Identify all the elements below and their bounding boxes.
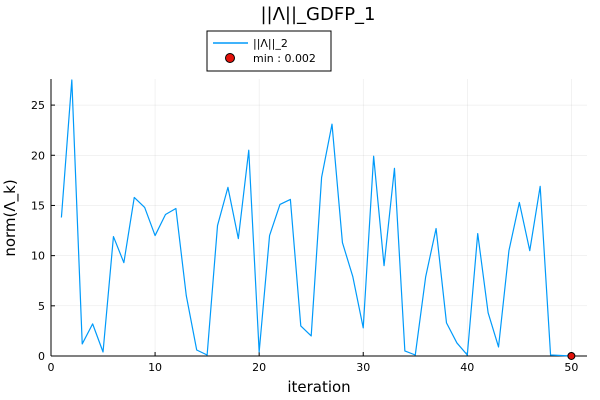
x-tick-label: 20 [252,361,266,374]
y-tick-label: 10 [31,250,45,263]
axes [50,79,587,357]
min-marker [567,351,576,360]
series-line [60,79,572,357]
y-tick-label: 5 [38,300,45,313]
y-tick-label: 20 [31,149,45,162]
legend-series-label: ||Λ||_2 [253,37,288,50]
y-tick-label: 0 [38,350,45,363]
y-tick-label: 15 [31,199,45,212]
x-tick-label: 40 [460,361,474,374]
legend-marker-label: min : 0.002 [253,52,316,65]
y-ticks: 0 5 10 15 20 25 [31,99,55,363]
legend-marker-swatch [225,53,235,63]
x-tick-label: 50 [564,361,578,374]
legend-box [206,30,332,72]
x-tick-label: 30 [356,361,370,374]
x-axis-label: iteration [287,378,350,396]
x-tick-label: 0 [48,361,55,374]
plot-area [60,79,576,360]
y-tick-label: 25 [31,99,45,112]
chart-title: ||Λ||_GDFP_1 [260,4,375,25]
x-tick-label: 10 [148,361,162,374]
legend: ||Λ||_2 min : 0.002 [206,30,332,72]
x-ticks: 0 10 20 30 40 50 [48,352,578,374]
y-axis-label: norm(Λ_k) [1,179,20,256]
